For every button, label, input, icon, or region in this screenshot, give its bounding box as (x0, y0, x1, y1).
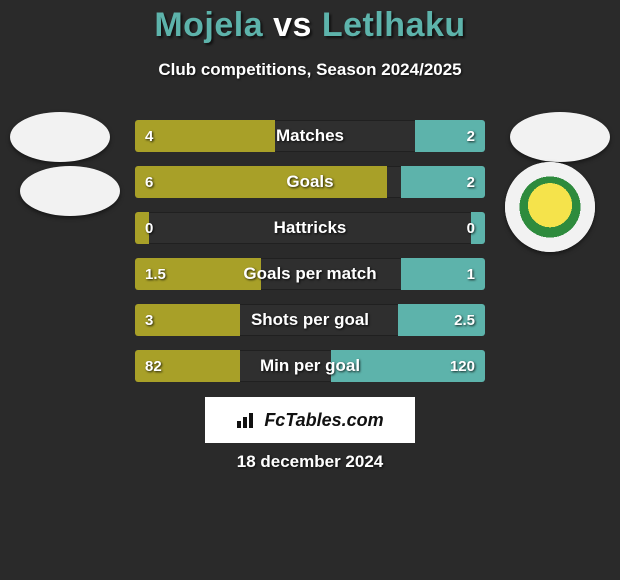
stat-bar-right (398, 304, 486, 336)
stat-label: Hattricks (135, 212, 485, 244)
title-vs: vs (273, 6, 312, 44)
comparison-card: Mojela vs Letlhaku Club competitions, Se… (0, 0, 620, 580)
stat-bar-right (415, 120, 485, 152)
club-badge-left-2 (20, 166, 120, 216)
brand-bars-icon (236, 411, 258, 429)
stat-row: 32.5Shots per goal (135, 304, 485, 336)
club-badge-right-2 (505, 162, 595, 252)
stat-bar-right (331, 350, 485, 382)
stat-row: 82120Min per goal (135, 350, 485, 382)
stat-row: 62Goals (135, 166, 485, 198)
stat-row: 1.51Goals per match (135, 258, 485, 290)
stat-bar-left (135, 304, 240, 336)
brand-badge: FcTables.com (205, 397, 415, 443)
page-title: Mojela vs Letlhaku (0, 6, 620, 45)
stat-bars: 42Matches 62Goals 00Hattricks 1.51Goals per… (135, 120, 485, 396)
subtitle: Club competitions, Season 2024/2025 (0, 60, 620, 80)
stat-bar-right (401, 258, 485, 290)
footer-date: 18 december 2024 (0, 452, 620, 472)
stat-bar-left (135, 120, 275, 152)
stat-bar-left (135, 166, 387, 198)
title-player-right: Letlhaku (322, 6, 466, 44)
stat-bar-left (135, 258, 261, 290)
stat-row: 00Hattricks (135, 212, 485, 244)
sundowns-icon (505, 162, 595, 252)
club-badge-left-1 (10, 112, 110, 162)
club-badge-right-1 (510, 112, 610, 162)
stat-bar-left (135, 212, 149, 244)
title-player-left: Mojela (154, 6, 263, 44)
stat-bar-left (135, 350, 240, 382)
stat-bar-right (471, 212, 485, 244)
stat-bar-right (401, 166, 485, 198)
stat-row: 42Matches (135, 120, 485, 152)
brand-text: FcTables.com (264, 410, 383, 431)
